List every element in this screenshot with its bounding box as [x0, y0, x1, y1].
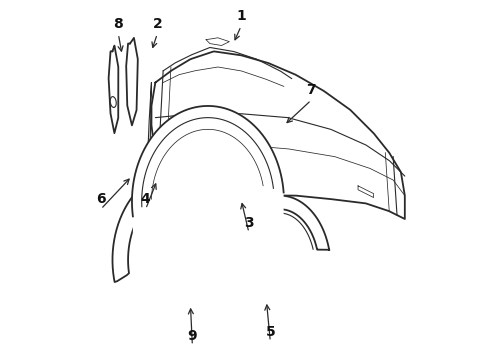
Text: 8: 8 — [114, 17, 123, 31]
Text: 3: 3 — [244, 216, 254, 230]
Text: 2: 2 — [152, 17, 162, 31]
Polygon shape — [132, 106, 284, 318]
Polygon shape — [126, 38, 138, 125]
Polygon shape — [109, 46, 118, 133]
Text: 9: 9 — [188, 329, 197, 343]
Text: 6: 6 — [96, 193, 105, 207]
Text: 7: 7 — [306, 84, 316, 97]
Ellipse shape — [110, 96, 116, 108]
Text: 5: 5 — [266, 325, 275, 339]
Polygon shape — [151, 51, 405, 219]
Polygon shape — [113, 168, 252, 282]
Text: 1: 1 — [236, 9, 246, 23]
Polygon shape — [206, 38, 229, 45]
Text: 4: 4 — [141, 193, 150, 207]
Polygon shape — [147, 82, 151, 176]
Polygon shape — [229, 195, 329, 263]
Polygon shape — [358, 186, 374, 198]
